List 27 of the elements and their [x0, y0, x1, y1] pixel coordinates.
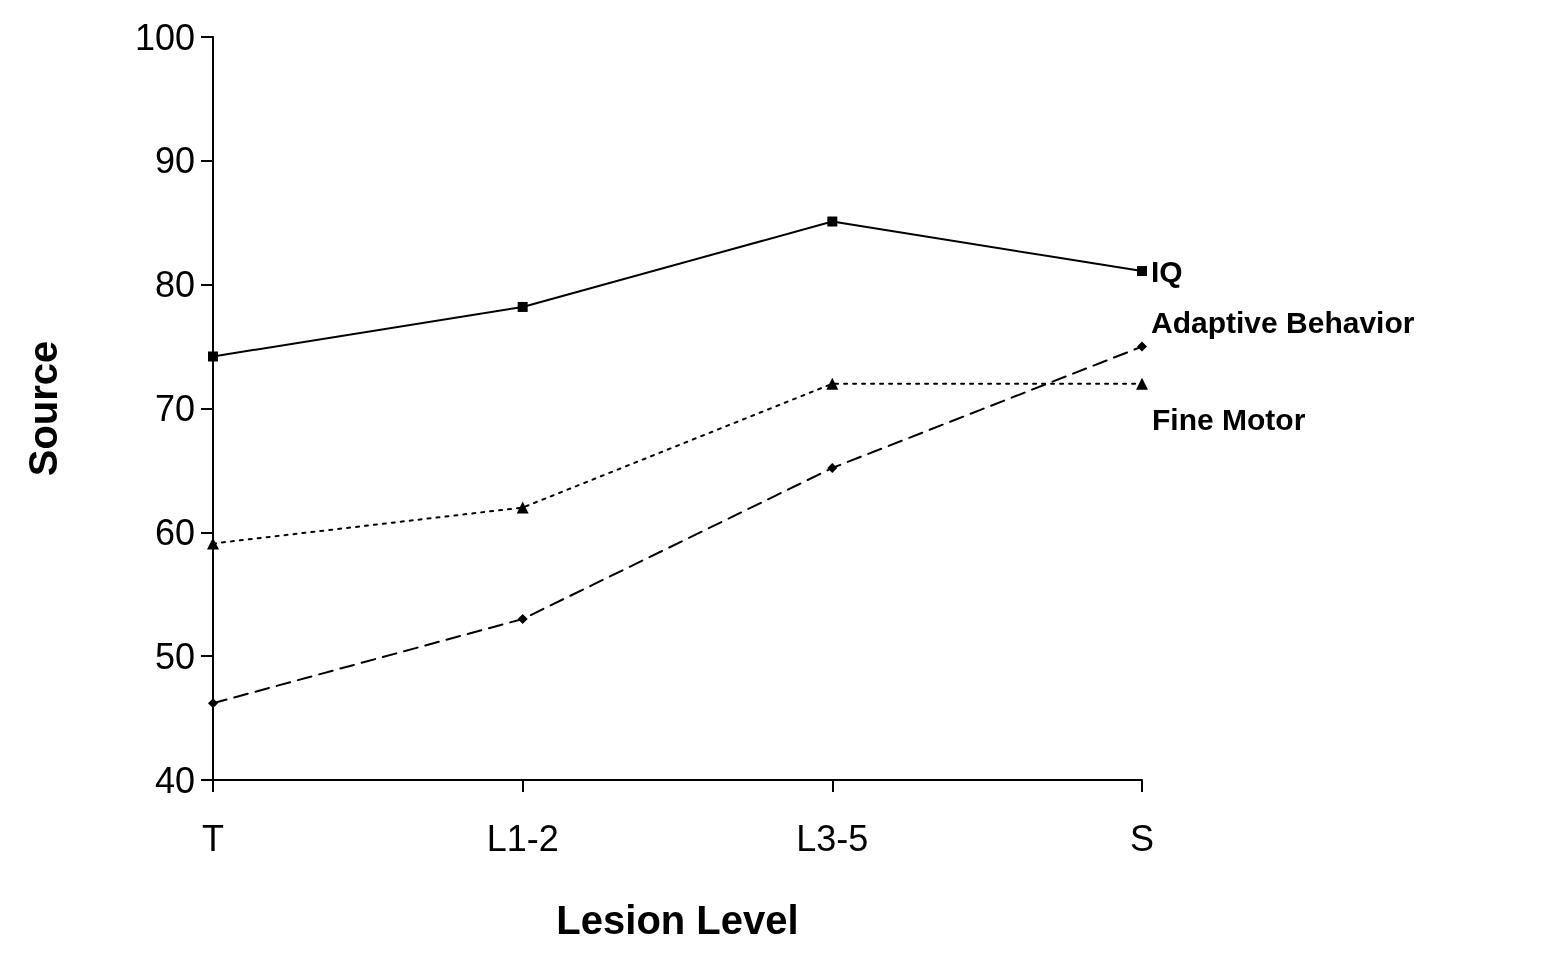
y-tick-label: 50	[154, 635, 195, 677]
point	[827, 216, 838, 227]
series-label: IQ	[1151, 254, 1183, 288]
y-tick-label: 100	[134, 16, 195, 58]
y-tick-label: 40	[154, 759, 195, 801]
point	[827, 462, 838, 473]
point	[517, 614, 528, 625]
point	[516, 501, 529, 514]
y-axis-title: Source	[21, 340, 65, 477]
y-tick-label: 90	[154, 140, 195, 182]
x-tick-label: S	[1129, 817, 1155, 859]
point	[826, 377, 839, 390]
y-tick-label: 80	[154, 264, 195, 306]
x-tick-label: T	[202, 817, 224, 859]
point	[208, 351, 218, 362]
point	[517, 301, 528, 312]
point	[1137, 266, 1147, 277]
series-label: Adaptive Behavior	[1151, 306, 1415, 340]
series-label: Fine Motor	[1152, 403, 1306, 437]
y-tick-label: 70	[154, 388, 195, 429]
point	[1136, 377, 1148, 390]
point	[208, 698, 218, 709]
x-axis-title: Lesion Level	[556, 898, 799, 942]
y-tick-label: 60	[154, 511, 195, 553]
x-tick-label: L1-2	[486, 817, 559, 859]
x-tick-label: L3-5	[796, 817, 869, 859]
point	[1137, 341, 1147, 352]
